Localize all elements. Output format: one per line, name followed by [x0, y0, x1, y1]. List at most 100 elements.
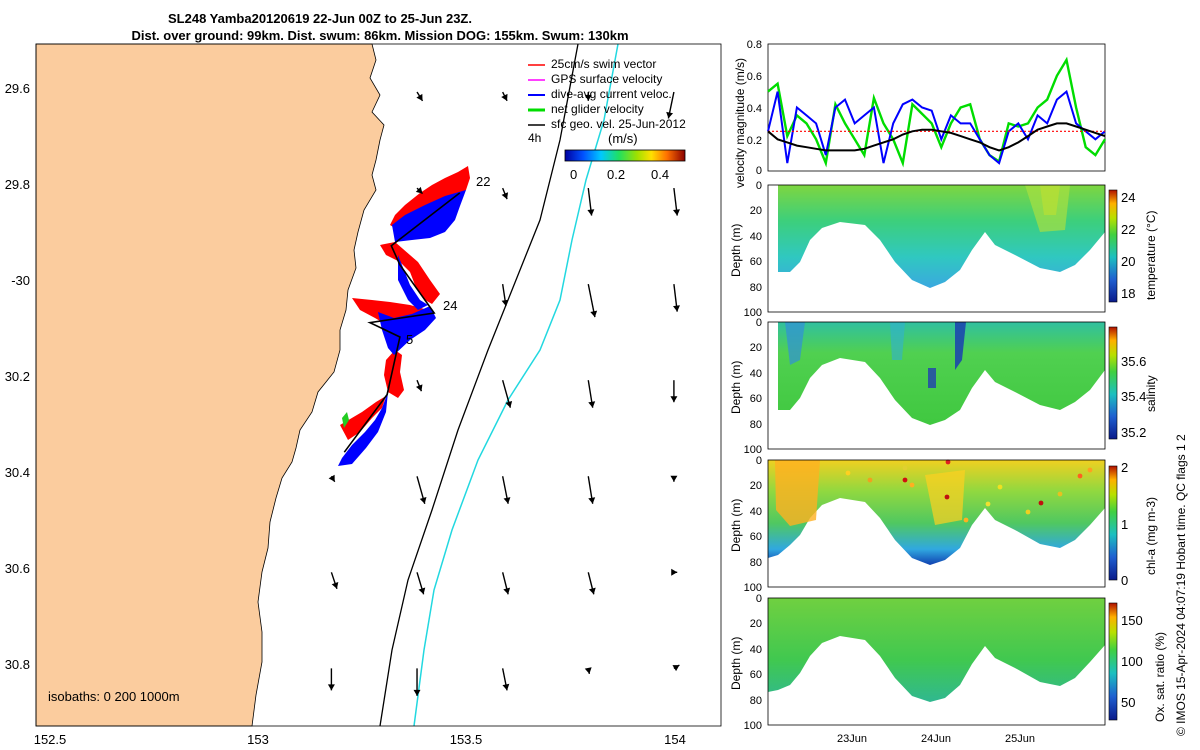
s-cbar-35.6: 35.6 [1121, 354, 1146, 369]
map-x-axis: 152.5 153 153.5 154 [34, 732, 686, 747]
time-x-axis: 23Jun 24Jun 25Jun [837, 733, 1035, 745]
time-label: 4h [528, 131, 541, 145]
geo-vector-arrow [587, 188, 595, 216]
y-tick-30.8: 30.8 [5, 657, 30, 672]
oxygen-panel: 0 20 40 60 80 100 Depth (m) 150 100 50 O… [729, 593, 1167, 745]
geo-vector-arrow [587, 572, 596, 595]
salinity-panel: 0 20 40 60 80 100 Depth (m) 35.6 35.4 35… [729, 317, 1158, 456]
temperature-y-axis: 0 20 40 60 80 100 [744, 180, 762, 319]
geo-vector-arrow [501, 476, 511, 504]
geo-vector-arrow [415, 379, 423, 392]
legend-dive: dive-avg current veloc. [551, 87, 672, 101]
o-cbar-100: 100 [1121, 654, 1143, 669]
velocity-ylabel: velocity magnitude (m/s) [733, 58, 747, 188]
chla-y-axis: 0 20 40 60 80 100 [744, 455, 762, 594]
glider-track [343, 192, 461, 453]
track-label-24: 24 [443, 298, 457, 313]
salinity-field [778, 322, 1105, 425]
colorbar-tick-0.2: 0.2 [607, 167, 625, 182]
c-cbar-2: 2 [1121, 460, 1128, 475]
geo-vector-arrow [416, 476, 427, 504]
chart-title: SL248 Yamba20120619 22-Jun 00Z to 25-Jun… [168, 11, 472, 26]
map-legend: 25cm/s swim vector GPS surface velocity … [528, 57, 686, 145]
chla-sample-point [945, 459, 951, 465]
track-label-22: 22 [476, 174, 490, 189]
geo-vector-arrow [328, 474, 336, 483]
geo-vector-arrow [670, 380, 678, 403]
t-cbar-22: 22 [1121, 222, 1135, 237]
x-tick-153.5: 153.5 [450, 732, 483, 747]
geo-vector-arrow [587, 476, 596, 504]
s-depth-60: 60 [750, 393, 762, 405]
legend-geo: sfc geo. vel. 25-Jun-2012 [551, 117, 686, 131]
o-depth-80: 80 [750, 695, 762, 707]
temperature-ylabel: Depth (m) [729, 224, 743, 277]
time-tick-23Jun: 23Jun [837, 733, 867, 745]
oxygen-ylabel: Depth (m) [729, 637, 743, 690]
c-depth-100: 100 [744, 582, 762, 594]
salinity-colorbar [1108, 326, 1118, 440]
chla-sample-point [1057, 491, 1063, 497]
vel-tick-0: 0 [756, 165, 762, 177]
o-depth-20: 20 [750, 618, 762, 630]
geo-vector-arrow [416, 91, 424, 102]
oxygen-frame [767, 597, 1106, 726]
y-tick-30.2: 30.2 [5, 369, 30, 384]
chla-sample-point [944, 494, 950, 500]
c-cbar-1: 1 [1121, 517, 1128, 532]
geo-vector-arrow [501, 380, 513, 408]
geo-vector-arrow [501, 284, 509, 307]
c-depth-80: 80 [750, 557, 762, 569]
oxygen-field [768, 598, 1105, 702]
t-cbar-18: 18 [1121, 286, 1135, 301]
chla-high-patch-1 [775, 460, 820, 526]
time-tick-24Jun: 24Jun [921, 733, 951, 745]
x-tick-153: 153 [247, 732, 269, 747]
geo-vector-arrow [587, 284, 598, 318]
s-depth-40: 40 [750, 368, 762, 380]
oxygen-cbar-label: Ox. sat. ratio (%) [1153, 632, 1167, 722]
chla-sample-point [867, 477, 873, 483]
colorbar-units: (m/s) [608, 131, 638, 146]
oxygen-colorbar [1108, 602, 1118, 721]
velocity-panel: 0.8 0.6 0.4 0.2 0 velocity magnitude (m/… [733, 39, 1107, 188]
vel-tick-0.8: 0.8 [747, 39, 762, 51]
geo-vector-arrow [584, 92, 592, 101]
oxygen-y-axis: 0 20 40 60 80 100 [744, 593, 762, 732]
temperature-panel: 0 20 40 60 80 100 Depth (m) 24 22 20 18 … [729, 180, 1158, 319]
track-label-5: 5 [406, 332, 413, 347]
s-depth-100: 100 [744, 444, 762, 456]
chla-frame [767, 459, 1106, 588]
o-depth-40: 40 [750, 644, 762, 656]
chla-cbar-label: chl-a (mg m-3) [1144, 497, 1158, 575]
geo-vector-field [327, 91, 680, 696]
y-tick-29.6: 29.6 [5, 81, 30, 96]
c-depth-60: 60 [750, 531, 762, 543]
velocity-series-line-3 [767, 122, 1106, 152]
geo-vector-arrow [330, 572, 339, 590]
t-cbar-24: 24 [1121, 190, 1135, 205]
c-cbar-0: 0 [1121, 573, 1128, 588]
temperature-colorbar [1108, 189, 1118, 303]
s-depth-80: 80 [750, 419, 762, 431]
geo-vector-arrow [670, 475, 678, 482]
y-tick-30.4: 30.4 [5, 465, 30, 480]
t-depth-80: 80 [750, 282, 762, 294]
salinity-fresh-patch-2 [890, 322, 905, 360]
chla-sample-point [909, 482, 915, 488]
geo-vector-arrow [501, 91, 508, 102]
c-depth-40: 40 [750, 506, 762, 518]
geo-vector-arrow [671, 568, 678, 576]
t-depth-60: 60 [750, 256, 762, 268]
velocity-series [767, 56, 1107, 168]
isobath-200m [379, 43, 579, 727]
t-depth-20: 20 [750, 205, 762, 217]
map-frame [35, 43, 722, 727]
temperature-warm-core [1040, 185, 1060, 215]
geo-vector-arrow [501, 668, 510, 691]
o-depth-0: 0 [756, 593, 762, 605]
geo-vector-arrow [673, 188, 680, 216]
net-glider-velocity-marker [342, 412, 349, 428]
chla-sample-point [997, 484, 1003, 490]
vel-tick-0.6: 0.6 [747, 71, 762, 83]
